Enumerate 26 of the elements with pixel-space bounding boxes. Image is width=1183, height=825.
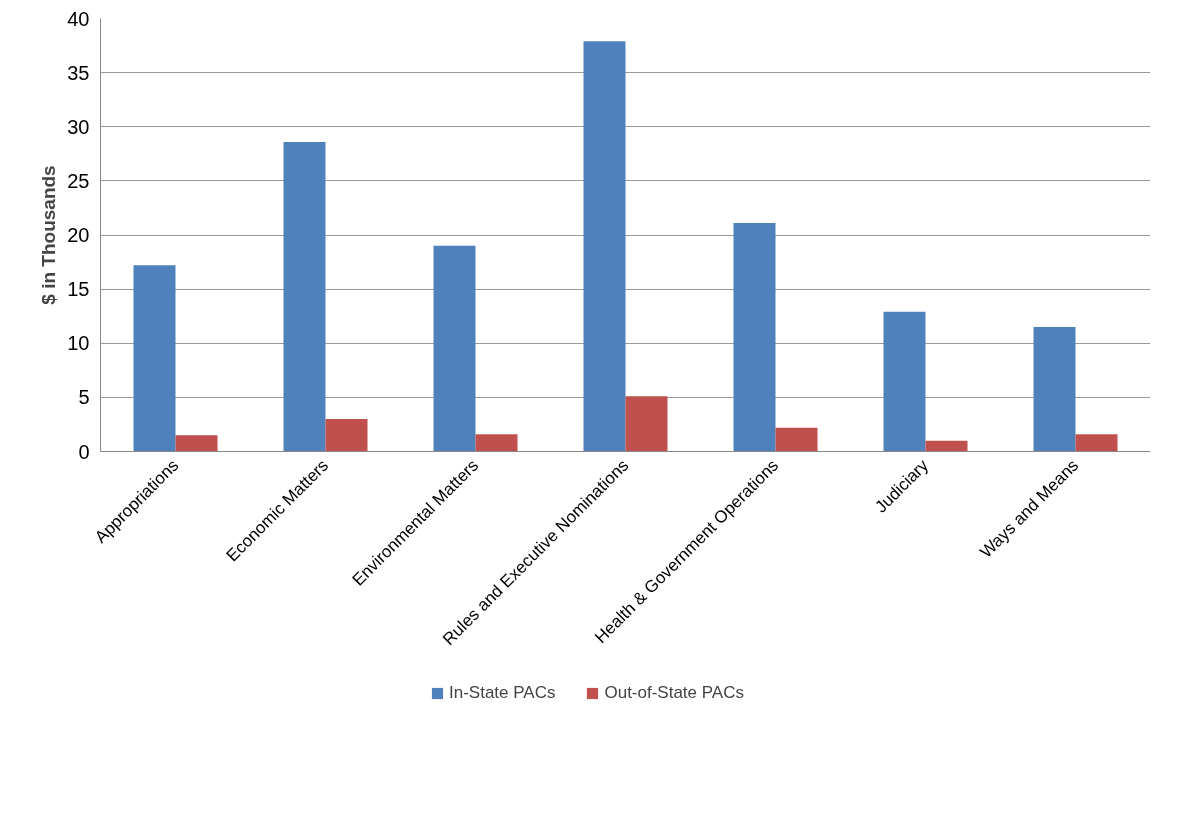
y-tick-label: 0 bbox=[78, 440, 90, 463]
bar bbox=[175, 435, 218, 452]
y-tick-label: 10 bbox=[67, 332, 90, 355]
bar bbox=[1033, 327, 1076, 452]
bar bbox=[283, 141, 326, 452]
bar bbox=[325, 419, 368, 452]
bar bbox=[475, 434, 518, 452]
y-axis-title: $ in Thousands bbox=[38, 165, 60, 305]
bar bbox=[433, 245, 476, 452]
bar bbox=[733, 223, 776, 452]
bar bbox=[883, 311, 926, 452]
y-tick-label: 5 bbox=[78, 386, 90, 409]
legend-label: In-State PACs bbox=[449, 683, 556, 703]
bar bbox=[775, 427, 818, 452]
bar bbox=[925, 440, 968, 452]
y-tick-label: 20 bbox=[67, 224, 90, 246]
y-tick-label: 15 bbox=[67, 278, 90, 301]
y-tick-label: 30 bbox=[67, 115, 90, 138]
bar bbox=[133, 265, 176, 452]
y-tick-label: 40 bbox=[67, 7, 90, 30]
bar bbox=[583, 41, 626, 452]
legend-label: Out-of-State PACs bbox=[604, 683, 744, 703]
y-tick-label: 35 bbox=[67, 61, 90, 84]
y-tick-label: 25 bbox=[67, 169, 90, 192]
bar bbox=[625, 396, 668, 452]
bar bbox=[1075, 434, 1118, 452]
